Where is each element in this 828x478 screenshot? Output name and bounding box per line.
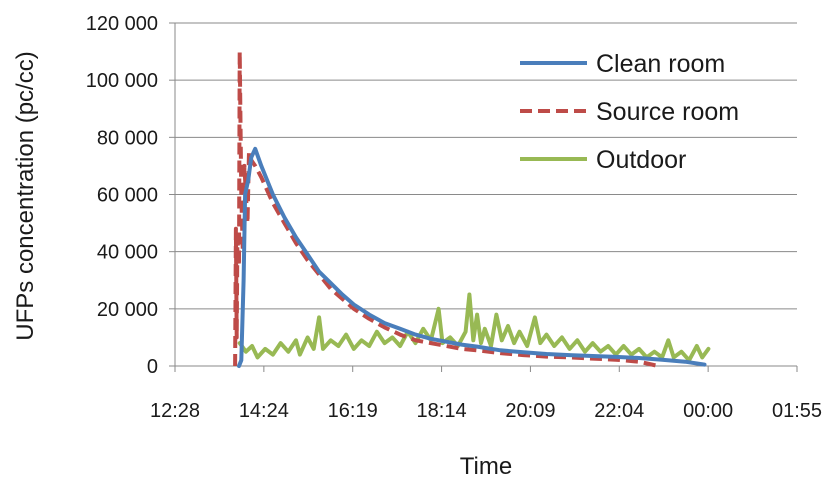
x-tick-label: 18:14 [417,400,467,422]
x-tick-label: 20:09 [505,400,555,422]
series-line-clean-room [237,146,707,368]
gridlines [175,22,797,310]
x-tick-label: 22:04 [594,400,644,422]
x-tick-label: 16:19 [328,400,378,422]
series-line-outdoor [237,292,711,363]
legend-label-source-room: Source room [596,98,739,126]
legend-label-clean-room: Clean room [596,50,725,78]
legend-label-outdoor: Outdoor [596,146,686,174]
x-tick-labels: 12:28 14:24 16:19 18:14 20:09 22:04 00:00 01:55 [150,366,822,422]
x-tick-label: 14:24 [239,400,289,422]
legend: Clean room Source room Outdoor [520,50,739,174]
y-tick-label: 100 000 [86,70,158,92]
x-tick-label: 00:00 [683,400,733,422]
series-line-source-room [233,49,659,368]
y-tick-label: 0 [147,356,158,378]
y-tick-label: 40 000 [97,242,158,264]
x-axis-title: Time [460,453,512,478]
x-tick-label: 01:55 [772,400,822,422]
data-series [233,49,711,368]
y-tick-label: 80 000 [97,127,158,149]
x-tick-label: 12:28 [150,400,200,422]
y-tick-label: 120 000 [86,13,158,35]
y-tick-labels: 0 20 000 40 000 60 000 80 000 100 000 120 000 [86,13,175,378]
y-tick-label: 20 000 [97,299,158,321]
y-tick-label: 60 000 [97,185,158,207]
y-axis-title: UFPs concentration (pc/cc) [12,51,39,340]
